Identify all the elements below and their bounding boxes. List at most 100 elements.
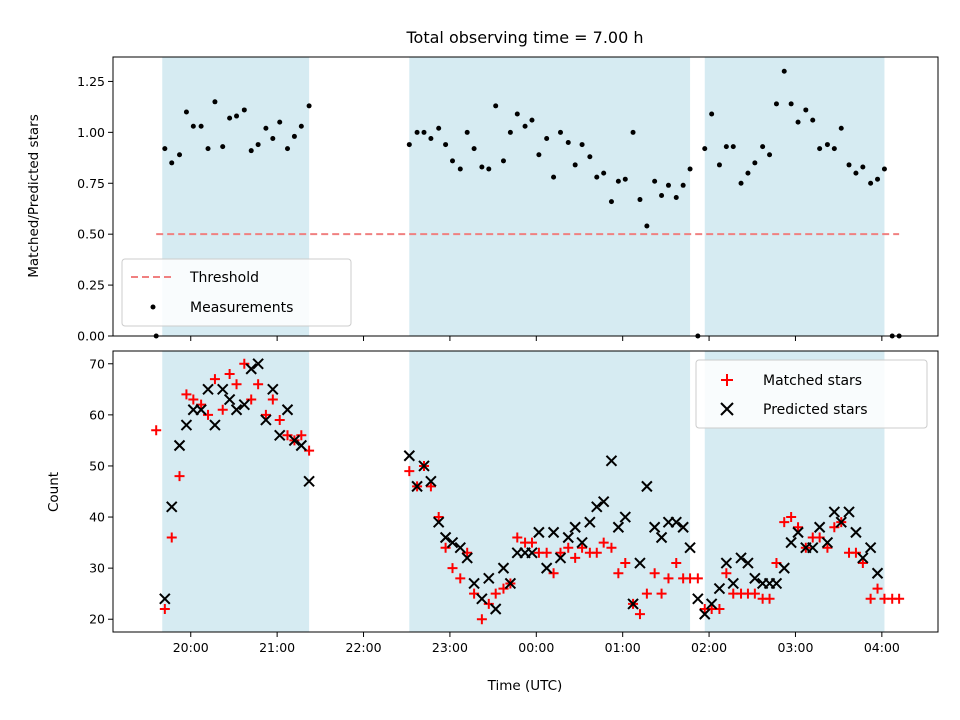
- matched-star-point: [548, 568, 559, 579]
- bottom-x-tick-label: 01:00: [605, 640, 641, 655]
- predicted-star-point: [735, 552, 747, 564]
- top-series-layer: [153, 68, 902, 339]
- measurement-point: [760, 144, 766, 150]
- matched-star-point: [850, 547, 861, 558]
- predicted-star-point: [483, 572, 495, 585]
- bottom-y-tick-label: 50: [89, 458, 105, 473]
- measurement-point: [652, 178, 658, 184]
- predicted-star-point: [180, 419, 193, 431]
- predicted-star-point: [597, 496, 610, 508]
- matched-star-point: [786, 512, 797, 523]
- matched-star-point: [296, 430, 307, 441]
- measurement-point: [723, 144, 729, 150]
- measurement-point: [544, 135, 550, 141]
- predicted-star-point: [612, 521, 625, 533]
- matched-star-point: [894, 593, 905, 604]
- bottom-x-tick-label: 02:00: [691, 640, 727, 655]
- measurement-point: [824, 142, 830, 148]
- measurements-legend-label: Measurements: [190, 300, 293, 316]
- measurement-point: [212, 99, 218, 105]
- top-shaded-regions: [162, 57, 885, 336]
- matched-star-point: [498, 583, 509, 594]
- predicted-star-point: [871, 567, 884, 579]
- bottom-legend: Matched stars Predicted stars: [695, 359, 928, 429]
- matched-star-point: [606, 542, 617, 553]
- top-y-tick-label: 1.25: [77, 74, 105, 89]
- x-axis-label: Time (UTC): [487, 678, 563, 694]
- measurement-point: [831, 146, 837, 152]
- matched-star-point: [462, 547, 473, 558]
- bottom-y-tick-label: 40: [89, 510, 105, 525]
- measurement-point: [162, 146, 168, 152]
- matched-star-point: [209, 374, 220, 385]
- predicted-star-point: [533, 526, 545, 539]
- matched-star-point: [649, 568, 660, 579]
- measurement-point: [773, 101, 779, 107]
- predicted-star-point: [454, 541, 466, 554]
- measurement-point: [551, 174, 557, 180]
- predicted-star-point: [821, 536, 834, 549]
- measurement-point: [881, 166, 887, 172]
- predicted-star-point: [260, 414, 272, 426]
- measurement-point: [601, 170, 607, 176]
- top-y-tick-label: 0.50: [77, 227, 105, 242]
- predicted-star-point: [547, 526, 560, 539]
- measurement-point: [486, 166, 492, 172]
- predicted-star-point: [281, 404, 294, 416]
- measurement-point: [406, 142, 412, 148]
- bottom-x-axis: 20:00 21:00 22:00 23:00 00:00 01:00 02:00 03:00…: [173, 632, 900, 655]
- predicted-star-point: [418, 460, 430, 472]
- matched-star-point: [822, 542, 833, 553]
- matched-star-point: [151, 425, 162, 436]
- measurement-point: [673, 195, 679, 201]
- measurement-point: [557, 129, 563, 135]
- matched-star-point: [793, 522, 804, 533]
- predicted-star-point: [288, 434, 301, 447]
- predicted-star-point: [785, 536, 797, 549]
- matched-star-point: [440, 542, 451, 553]
- measurement-point: [255, 142, 261, 148]
- predicted-star-point: [619, 511, 631, 523]
- measurement-point: [752, 160, 758, 166]
- top-legend: Threshold Measurements: [121, 258, 352, 327]
- measurement-point: [177, 152, 183, 158]
- predicted-star-point: [209, 419, 221, 431]
- predicted-star-point: [252, 358, 264, 370]
- matched-star-point: [872, 583, 883, 594]
- measurement-point: [644, 223, 650, 229]
- measurement-point: [817, 146, 823, 152]
- measurement-point: [507, 129, 513, 135]
- predicted-star-point: [749, 572, 761, 585]
- predicted-legend-marker: [720, 402, 734, 416]
- measurement-point: [846, 162, 852, 168]
- predicted-star-point: [792, 526, 804, 539]
- measurement-point: [579, 142, 585, 148]
- top-shaded-interval-1: [409, 57, 691, 336]
- matched-star-point: [181, 389, 192, 400]
- predicted-star-point: [295, 439, 308, 452]
- bottom-x-tick-label: 22:00: [346, 640, 382, 655]
- matched-star-point: [404, 466, 415, 477]
- measurement-point: [622, 176, 628, 182]
- matched-star-point: [865, 593, 876, 604]
- matched-star-point: [512, 532, 523, 543]
- bottom-y-tick-label: 60: [89, 407, 105, 422]
- measurement-point: [479, 164, 485, 170]
- matched-star-point: [166, 532, 177, 543]
- matched-star-point: [231, 379, 242, 390]
- predicted-star-point: [828, 506, 841, 518]
- matched-star-point: [476, 614, 487, 625]
- predicted-star-point: [461, 552, 473, 564]
- matched-star-point: [598, 537, 609, 548]
- predicted-star-point: [655, 531, 668, 544]
- matched-star-point: [425, 481, 436, 492]
- measurement-point: [471, 146, 477, 152]
- measurement-point: [875, 176, 881, 182]
- measurement-point: [263, 125, 269, 131]
- predicted-star-point: [634, 557, 646, 569]
- measurement-point: [868, 180, 874, 186]
- predicted-star-point: [627, 598, 639, 610]
- matched-star-point: [563, 542, 574, 553]
- bottom-y-tick-label: 30: [89, 561, 105, 576]
- predicted-star-point: [303, 475, 315, 487]
